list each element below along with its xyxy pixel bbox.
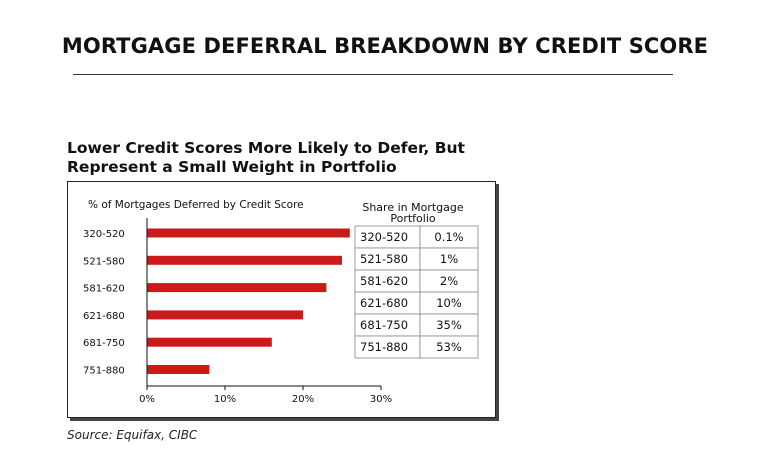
share-table-value: 53%	[436, 340, 462, 354]
x-tick-label: 0%	[139, 394, 155, 405]
x-tick-label: 30%	[370, 394, 392, 405]
deferral-bar	[147, 365, 210, 374]
share-table-value: 35%	[436, 318, 462, 332]
share-table-row: 581-620 2%	[354, 269, 479, 293]
bar-category-label: 751-880	[83, 366, 125, 377]
deferral-chart: % of Mortgages Deferred by Credit Score …	[83, 199, 479, 405]
share-table-title-line-2: Portfolio	[390, 212, 436, 225]
share-table-value: 10%	[436, 296, 462, 310]
chart-heading-line-1: Lower Credit Scores More Likely to Defer…	[67, 139, 465, 157]
chart-heading-line-2: Represent a Small Weight in Portfolio	[67, 158, 397, 176]
share-table-cell	[419, 335, 479, 359]
share-table-value: 1%	[440, 252, 458, 266]
share-table-range: 621-680	[360, 296, 408, 310]
share-table-value: 0.1%	[434, 230, 463, 244]
share-table-row: 521-580 1%	[354, 247, 479, 271]
bar-category-label: 320-520	[83, 229, 125, 240]
bar-category-label: 581-620	[83, 284, 125, 295]
x-axis: 0% 10% 20% 30%	[139, 218, 392, 405]
deferral-bar	[147, 283, 327, 293]
x-tick-label: 20%	[292, 394, 314, 405]
chart-panel: % of Mortgages Deferred by Credit Score …	[67, 181, 496, 418]
share-table-row: 320-520 0.1%	[354, 225, 479, 249]
bars-layer: 320-520 521-580 581-620 621-680 681-750 751-8…	[83, 228, 350, 377]
title-divider	[73, 74, 673, 75]
share-table-range: 320-520	[360, 230, 408, 244]
deferral-bar	[147, 337, 272, 347]
slide-title: MORTGAGE DEFERRAL BREAKDOWN BY CREDIT SC…	[61, 34, 709, 58]
share-table-title-line-1: Share in Mortgage	[362, 201, 464, 214]
bar-chart-title: % of Mortgages Deferred by Credit Score	[88, 199, 304, 211]
bar-category-label: 621-680	[83, 311, 125, 322]
share-table: 320-520 0.1%521-580 1%581-620 2%621-680 10%6…	[354, 225, 479, 359]
share-table-range: 581-620	[360, 274, 408, 288]
share-table-row: 681-750 35%	[354, 313, 479, 337]
share-table-row: 621-680 10%	[354, 291, 479, 315]
bar-category-label: 521-580	[83, 256, 125, 267]
deferral-bar	[147, 255, 342, 265]
share-table-range: 681-750	[360, 318, 408, 332]
deferral-bar	[147, 310, 303, 320]
source-note: Source: Equifax, CIBC	[67, 428, 198, 442]
share-table-range: 521-580	[360, 252, 408, 266]
bar-category-label: 681-750	[83, 338, 125, 349]
share-table-range: 751-880	[360, 340, 408, 354]
share-table-value: 2%	[440, 274, 458, 288]
share-table-row: 751-880 53%	[354, 335, 479, 359]
x-tick-label: 10%	[214, 394, 236, 405]
deferral-bar	[147, 228, 350, 238]
chart-heading: Lower Credit Scores More Likely to Defer…	[67, 139, 487, 177]
